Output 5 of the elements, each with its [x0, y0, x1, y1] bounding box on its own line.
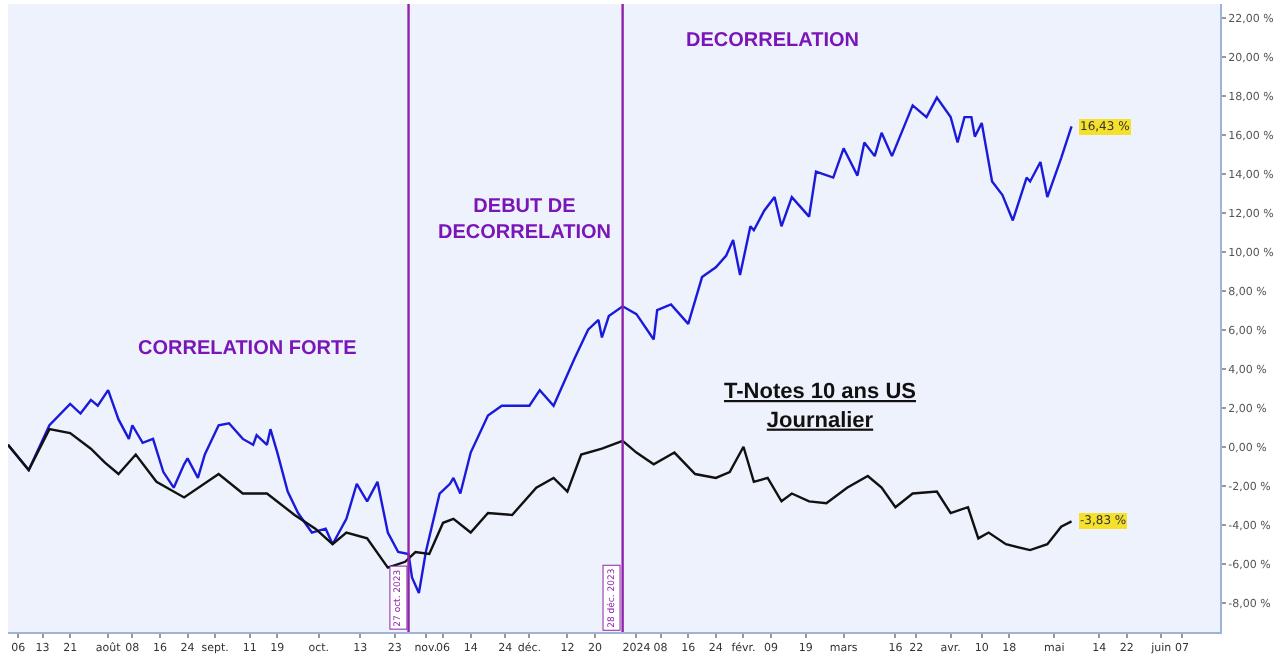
annotation: DEBUT DE DECORRELATION [438, 196, 611, 244]
line-series [8, 427, 1073, 569]
annotation: CORRELATION FORTE [138, 338, 358, 360]
series-label: T-Notes 10 ans US Journalier [724, 380, 916, 433]
annotation: DECORRELATION [686, 30, 859, 52]
